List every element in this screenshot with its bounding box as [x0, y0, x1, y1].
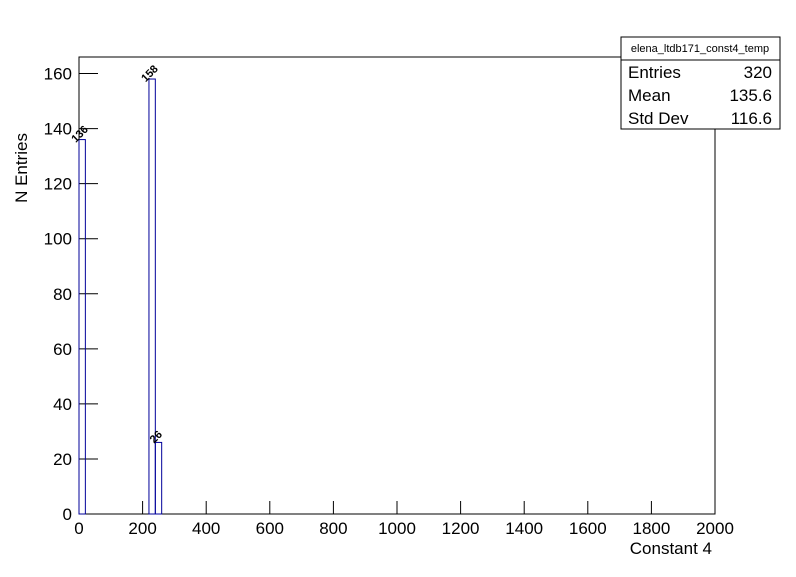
x-tick-label: 400 [192, 519, 220, 538]
y-axis-label: N Entries [12, 133, 31, 203]
y-tick-label: 20 [53, 450, 72, 469]
bar [78, 139, 86, 515]
x-tick-label: 0 [74, 519, 83, 538]
stats-value: 135.6 [729, 86, 772, 105]
x-tick-label: 1200 [442, 519, 480, 538]
stats-label: Entries [628, 63, 681, 82]
y-tick-label: 40 [53, 395, 72, 414]
data-label: 158 [139, 63, 160, 84]
x-tick-label: 2000 [696, 519, 734, 538]
x-tick-label: 200 [128, 519, 156, 538]
y-tick-label: 60 [53, 340, 72, 359]
stats-label: Std Dev [628, 109, 689, 128]
x-tick-label: 1400 [505, 519, 543, 538]
bar [148, 78, 156, 515]
y-tick-label: 160 [44, 65, 72, 84]
bar [154, 441, 163, 515]
data-label: 26 [148, 429, 165, 446]
y-tick-label: 100 [44, 230, 72, 249]
stats-label: Mean [628, 86, 671, 105]
x-tick-label: 600 [256, 519, 284, 538]
stats-value: 116.6 [731, 109, 772, 128]
stats-value: 320 [744, 63, 772, 82]
x-axis-label: Constant 4 [630, 539, 712, 558]
frame [78, 56, 716, 515]
stats-title: elena_ltdb171_const4_temp [631, 43, 769, 55]
y-tick-label: 120 [44, 175, 72, 194]
y-tick-label: 0 [63, 505, 72, 524]
y-tick-label: 80 [53, 285, 72, 304]
stats-box [620, 36, 781, 130]
x-tick-label: 800 [319, 519, 347, 538]
data-label: 136 [69, 124, 90, 145]
x-tick-label: 1600 [569, 519, 607, 538]
y-tick-label: 140 [44, 120, 72, 139]
x-tick-label: 1800 [632, 519, 670, 538]
x-tick-label: 1000 [378, 519, 416, 538]
